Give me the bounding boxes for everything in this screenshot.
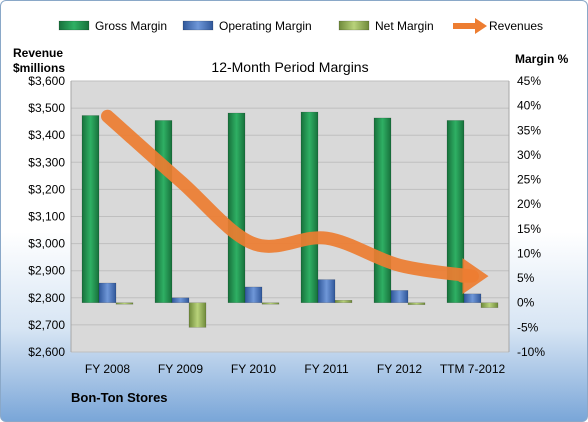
left-axis-title-line2: $millions <box>13 61 65 75</box>
bar-gross-margin <box>446 120 465 303</box>
right-tick-label: 15% <box>517 222 541 236</box>
category-label: FY 2011 <box>304 362 349 376</box>
revenue-line <box>101 109 479 283</box>
left-tick-label: $3,400 <box>28 128 65 142</box>
right-tick-label: 35% <box>517 123 541 137</box>
right-tick-label: 10% <box>517 246 541 260</box>
left-tick-label: $3,200 <box>28 182 65 196</box>
left-tick-label: $2,900 <box>28 264 65 278</box>
bar-operating-margin <box>390 290 409 303</box>
left-tick-label: $2,600 <box>28 345 65 359</box>
bar-net-margin <box>188 302 207 328</box>
bar-net-margin <box>407 302 426 305</box>
right-tick-label: 0% <box>517 296 535 310</box>
legend-arrow-revenues <box>475 18 487 34</box>
revenue-arrowhead <box>462 258 489 295</box>
left-tick-label: $3,600 <box>28 74 65 88</box>
category-label: TTM 7-2012 <box>440 362 506 376</box>
left-tick-label: $3,000 <box>28 237 65 251</box>
bar-operating-margin <box>463 293 482 303</box>
bar-operating-margin <box>244 286 263 303</box>
bar-net-margin <box>115 302 134 305</box>
bar-operating-margin <box>171 297 190 303</box>
right-tick-label: 25% <box>517 173 541 187</box>
bar-gross-margin <box>154 120 173 303</box>
legend-swatch-net-margin <box>338 20 370 31</box>
legend-swatch-operating-margin <box>182 20 214 31</box>
chart-title: 12-Month Period Margins <box>211 59 368 75</box>
category-label: FY 2009 <box>158 362 203 376</box>
bar-gross-margin <box>81 115 100 303</box>
right-tick-label: -10% <box>517 345 545 359</box>
bar-net-margin <box>261 302 280 305</box>
legend-label: Operating Margin <box>219 19 312 33</box>
category-label: FY 2010 <box>231 362 276 376</box>
right-tick-label: 30% <box>517 148 541 162</box>
category-label: FY 2008 <box>85 362 130 376</box>
left-tick-label: $3,500 <box>28 101 65 115</box>
left-tick-label: $3,100 <box>28 210 65 224</box>
bar-operating-margin <box>98 282 117 303</box>
bar-net-margin <box>334 300 353 303</box>
bar-operating-margin <box>317 279 336 303</box>
bar-gross-margin <box>373 117 392 303</box>
left-tick-label: $2,800 <box>28 291 65 305</box>
category-label: FY 2012 <box>377 362 422 376</box>
left-tick-label: $3,300 <box>28 155 65 169</box>
legend-swatch-gross-margin <box>58 20 90 31</box>
left-axis-title: Revenue <box>13 46 63 60</box>
right-tick-label: 5% <box>517 271 535 285</box>
left-tick-label: $2,700 <box>28 318 65 332</box>
right-axis-title: Margin % <box>515 52 569 66</box>
right-tick-label: 45% <box>517 74 541 88</box>
bar-gross-margin <box>227 112 246 303</box>
legend-label: Revenues <box>489 19 543 33</box>
right-tick-label: 20% <box>517 197 541 211</box>
bar-net-margin <box>480 302 499 308</box>
bar-gross-margin <box>300 111 319 303</box>
right-tick-label: 40% <box>517 99 541 113</box>
legend-label: Net Margin <box>375 19 434 33</box>
company-name: Bon-Ton Stores <box>71 390 168 405</box>
right-tick-label: -5% <box>517 320 539 334</box>
legend-label: Gross Margin <box>95 19 167 33</box>
